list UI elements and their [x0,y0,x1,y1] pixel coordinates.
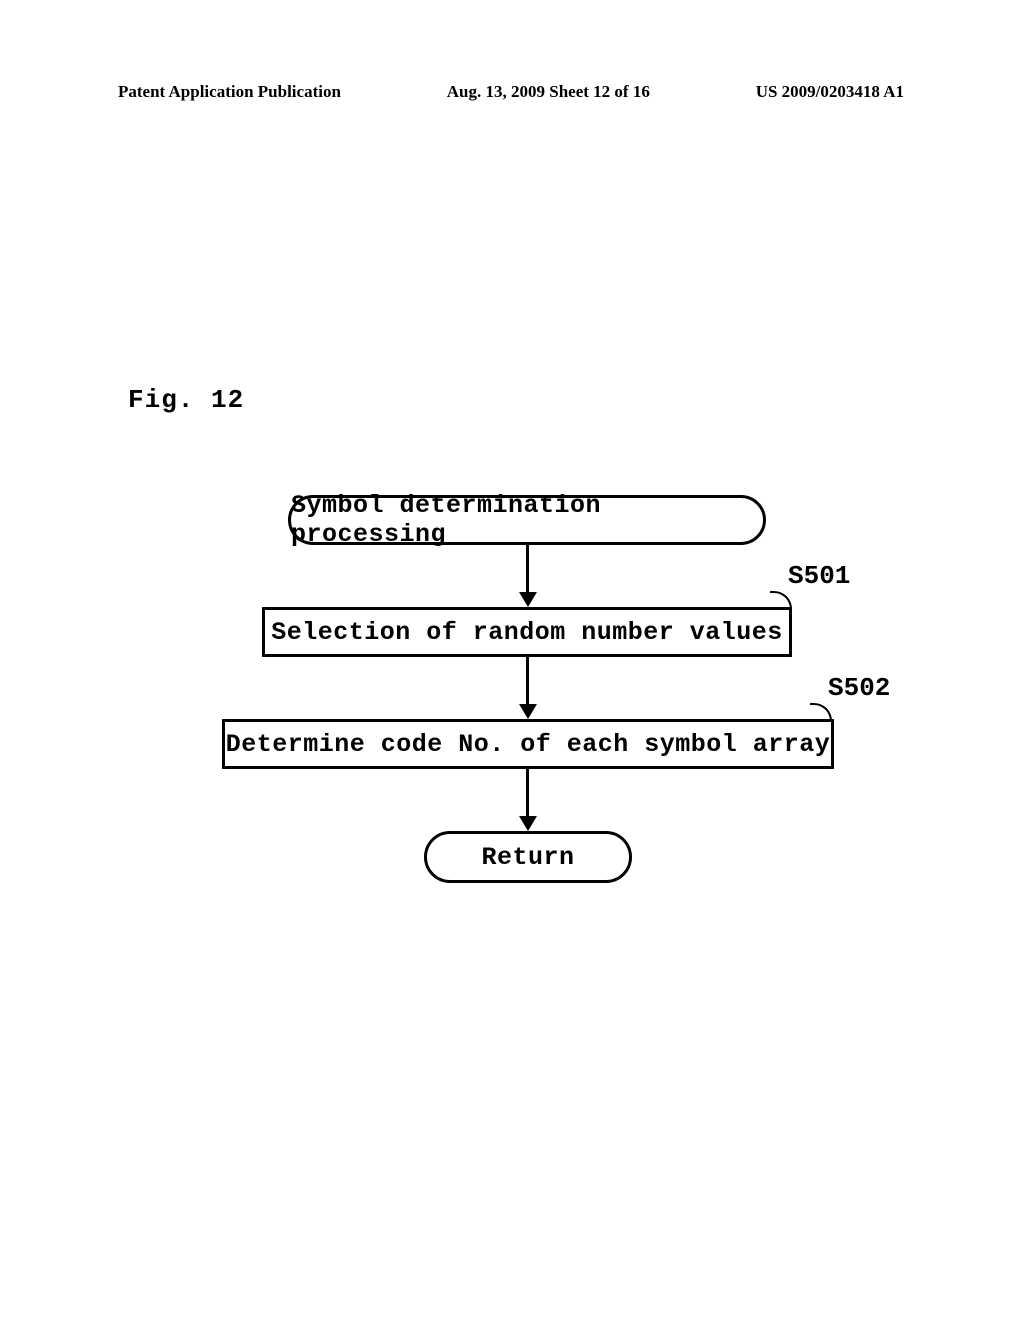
flowchart-arrowhead-icon [519,592,537,607]
flowchart-arrowhead-icon [519,816,537,831]
node-text: Symbol determination processing [291,491,763,549]
node-text: Determine code No. of each symbol array [226,730,831,759]
header-center: Aug. 13, 2009 Sheet 12 of 16 [447,82,650,102]
flowchart-arrow [526,545,529,592]
step-label-s501: S501 [788,561,850,591]
figure-label: Fig. 12 [128,385,244,415]
page-header: Patent Application Publication Aug. 13, … [118,82,904,102]
node-text: Return [481,843,574,872]
flowchart-arrow [526,769,529,816]
flowchart-arrow [526,657,529,704]
flowchart-node-s502: Determine code No. of each symbol array [222,719,834,769]
header-right: US 2009/0203418 A1 [756,82,904,102]
header-left: Patent Application Publication [118,82,341,102]
step-label-s502: S502 [828,673,890,703]
node-text: Selection of random number values [271,618,783,647]
flowchart-node-s501: Selection of random number values [262,607,792,657]
flowchart-node-start: Symbol determination processing [288,495,766,545]
flowchart-arrowhead-icon [519,704,537,719]
flowchart-node-return: Return [424,831,632,883]
